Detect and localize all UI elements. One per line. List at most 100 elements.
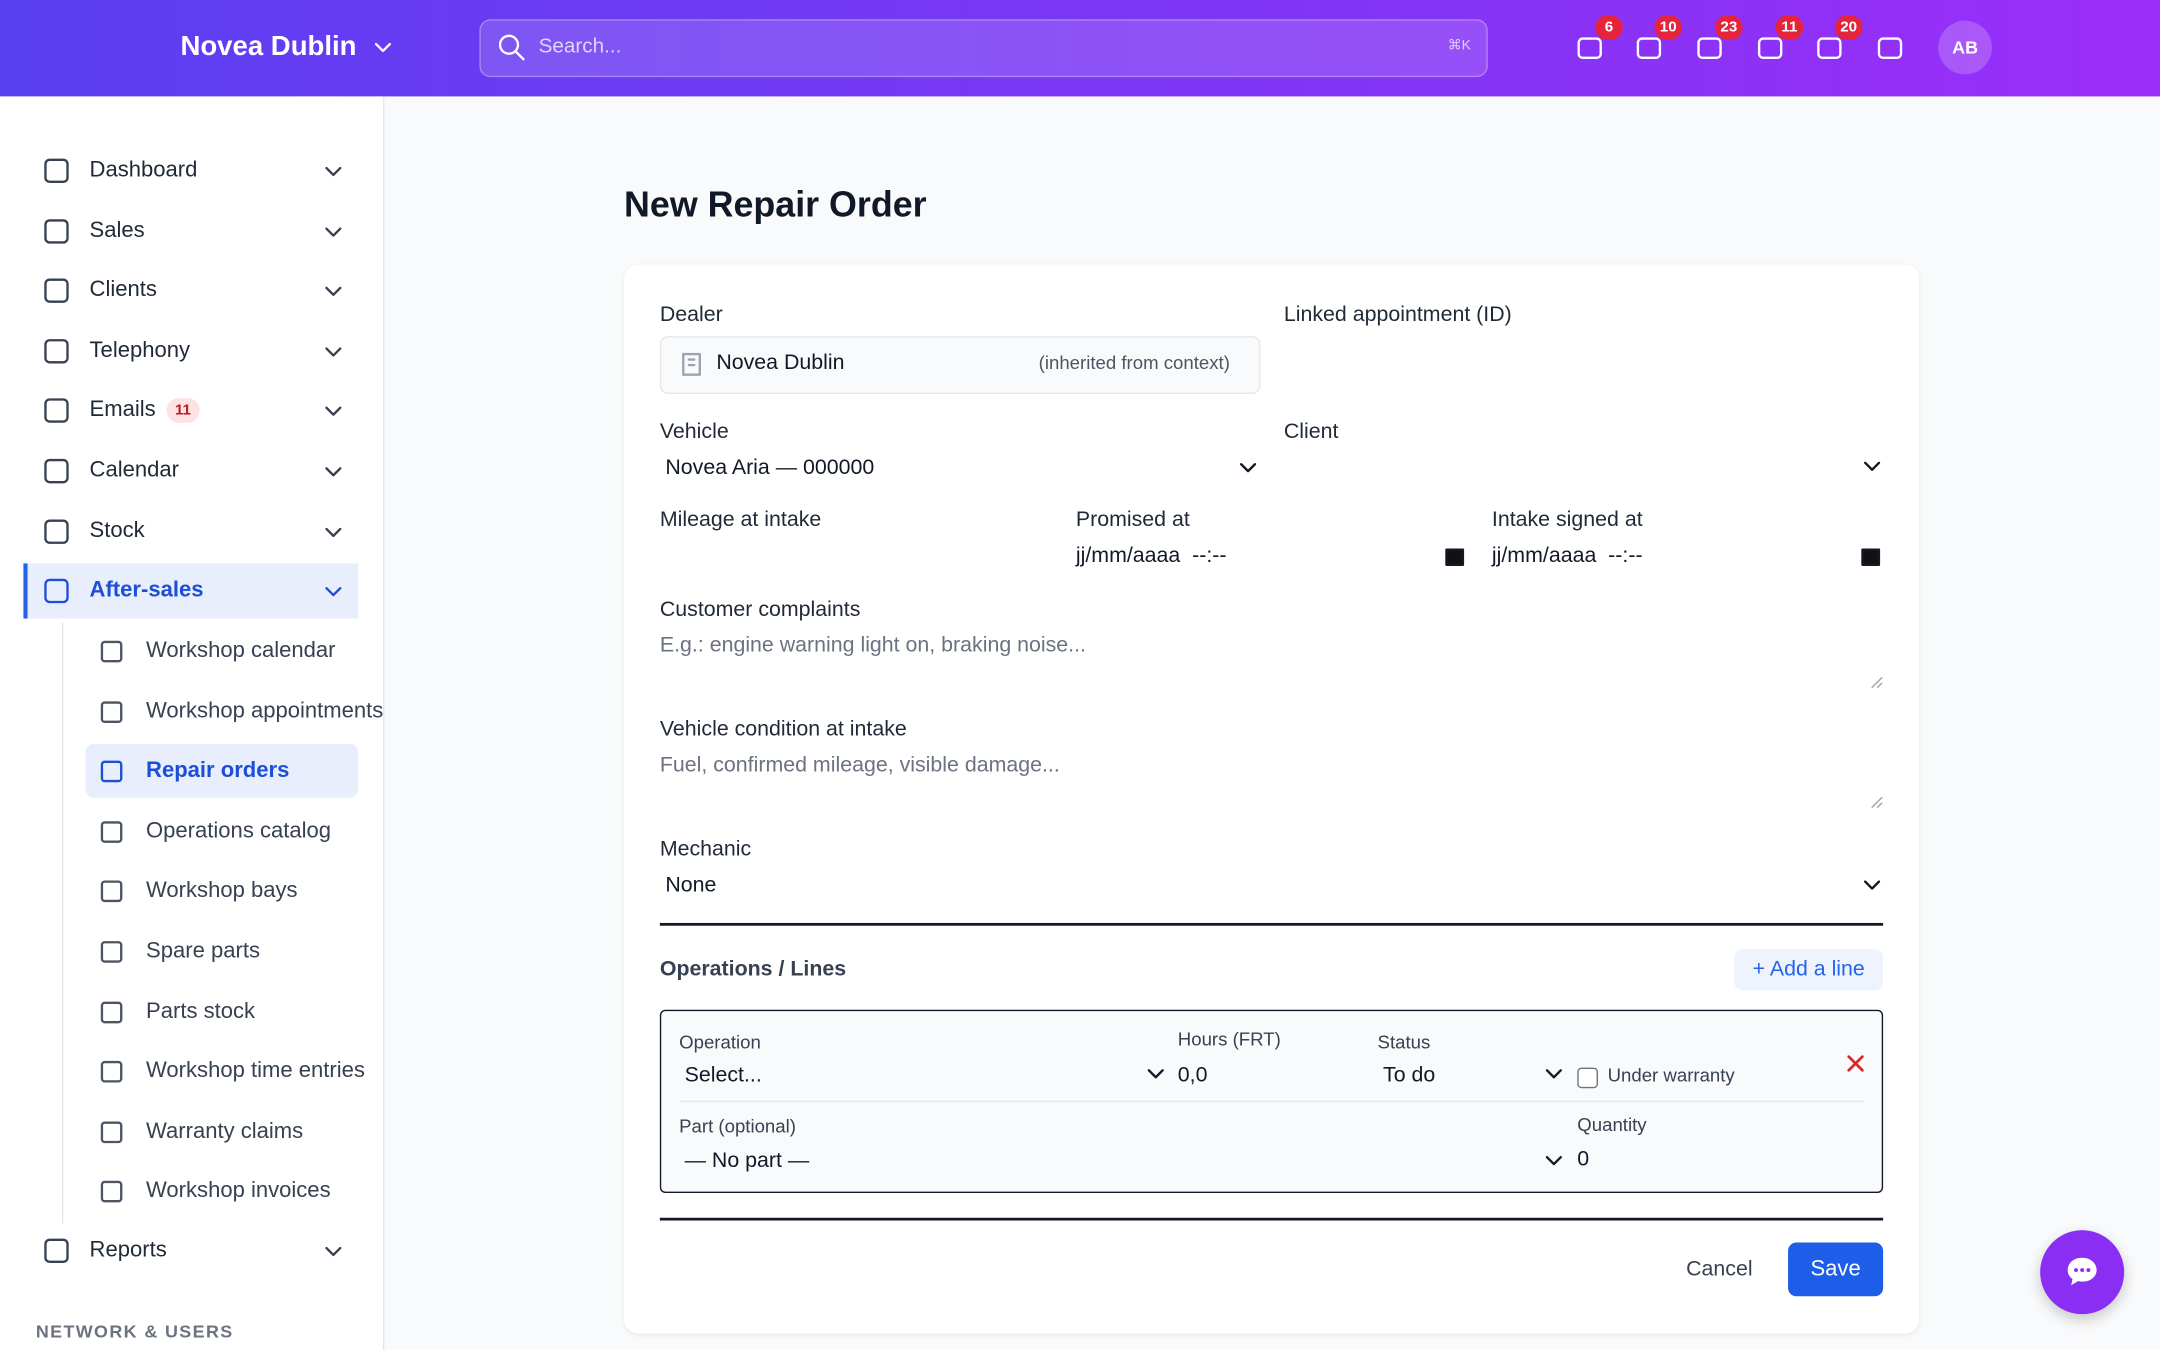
field-label: Promised at — [1075, 508, 1190, 532]
chevron — [325, 286, 342, 297]
nav-sub-item[interactable]: Spare parts — [146, 939, 260, 963]
nav-icon — [100, 1121, 123, 1143]
nav-icon — [44, 1238, 69, 1264]
nav-icon — [44, 458, 69, 484]
complaints-textarea[interactable]: E.g.: engine warning light on, braking n… — [659, 633, 1086, 658]
nav-item[interactable]: Reports — [89, 1238, 167, 1262]
nav-icon — [44, 278, 69, 304]
chevron — [1545, 1155, 1562, 1166]
chevron — [325, 407, 342, 417]
badge: 23 — [1715, 15, 1743, 40]
nav-sub-item[interactable]: Workshop calendar — [146, 639, 336, 663]
resize-handle — [1871, 677, 1883, 689]
badge: 20 — [1834, 15, 1863, 40]
remove-line[interactable] — [1847, 1055, 1864, 1072]
chevron — [325, 467, 342, 477]
nav-sub-item[interactable]: Workshop invoices — [146, 1179, 331, 1204]
nav-item[interactable]: Clients — [89, 278, 157, 302]
field-label: Quantity — [1577, 1114, 1647, 1136]
field-label: Dealer — [659, 303, 723, 327]
nav-item[interactable]: Emails — [89, 398, 156, 423]
field-label: Part (optional) — [679, 1115, 796, 1137]
dealer-switch[interactable]: Novea Dublin — [180, 31, 357, 62]
avatar[interactable]: AB — [1938, 20, 1992, 75]
field-label: Client — [1283, 420, 1339, 444]
field-label: Intake signed at — [1491, 508, 1643, 532]
nav-sub-item[interactable]: Workshop bays — [146, 879, 298, 903]
mechanic-select[interactable]: None — [665, 873, 717, 897]
search-icon — [498, 34, 525, 61]
chevron — [325, 1246, 342, 1257]
page-title: New Repair Order — [624, 183, 927, 225]
status-select[interactable]: To do — [1383, 1063, 1436, 1087]
nav-icon — [100, 1001, 123, 1023]
nav-badge: 11 — [166, 398, 200, 424]
add-line-button[interactable]: + Add a line — [1734, 949, 1884, 991]
chevron — [1864, 880, 1881, 890]
cancel-button[interactable]: Cancel — [1686, 1257, 1753, 1282]
nav-item[interactable]: Sales — [89, 218, 145, 242]
nav-icon — [100, 760, 123, 783]
dealer-value: Novea Dublin — [716, 351, 845, 375]
badge: 11 — [1775, 15, 1804, 40]
nav-sub-item[interactable]: Workshop time entries — [146, 1059, 365, 1084]
operation-select[interactable]: Select... — [684, 1063, 762, 1087]
nav-item[interactable]: Calendar — [89, 458, 179, 483]
active-item — [85, 743, 359, 798]
field-label: Linked appointment (ID) — [1283, 303, 1512, 327]
header-icon — [1757, 37, 1783, 60]
chevron — [1864, 461, 1881, 471]
nav-icon — [44, 218, 69, 244]
nav-item[interactable]: Dashboard — [89, 158, 198, 182]
chevron — [1545, 1069, 1562, 1079]
nav-icon — [100, 700, 123, 723]
chevron — [325, 166, 342, 177]
field-label: Mechanic — [659, 837, 752, 861]
chevron — [325, 527, 342, 537]
resize-handle — [1871, 796, 1883, 808]
header-icon — [1697, 37, 1722, 60]
warranty-checkbox[interactable] — [1577, 1067, 1598, 1089]
header-icon — [1636, 37, 1662, 60]
mileage-input[interactable] — [660, 540, 1046, 576]
nav-sub-item[interactable]: Parts stock — [146, 999, 256, 1023]
part-select[interactable]: — No part — — [684, 1148, 810, 1173]
search-placeholder: Search... — [538, 34, 622, 58]
vehicle-select[interactable]: Novea Aria — 000000 — [665, 455, 875, 480]
divider — [659, 1217, 1884, 1220]
quantity-input[interactable]: 0 — [1577, 1147, 1590, 1171]
section-title: Operations / Lines — [659, 957, 847, 981]
nav-item[interactable]: Telephony — [89, 338, 191, 363]
nav-item[interactable]: Stock — [89, 518, 145, 543]
nav-icon — [100, 1061, 123, 1083]
calendar-icon[interactable] — [1445, 547, 1465, 566]
nav-sub-item[interactable]: Workshop appointments — [146, 699, 384, 723]
chevron — [374, 42, 392, 53]
top-bar — [0, 0, 2160, 97]
hours-input[interactable]: 0,0 — [1177, 1063, 1208, 1087]
nav-sub-item[interactable]: Repair orders — [146, 759, 290, 783]
active-section — [23, 563, 359, 619]
nav-sub-item[interactable]: Operations catalog — [146, 819, 332, 843]
field-label: Vehicle condition at intake — [659, 717, 907, 742]
search-box[interactable] — [479, 19, 1488, 78]
tree-line — [61, 622, 64, 1224]
chevron — [325, 587, 342, 597]
section-heading: NETWORK & USERS — [35, 1321, 234, 1342]
calendar-icon[interactable] — [1861, 547, 1881, 566]
field-label: Vehicle — [659, 420, 729, 444]
client-select[interactable] — [1284, 449, 1885, 488]
sidebar — [0, 96, 385, 1350]
badge: 10 — [1654, 15, 1682, 40]
nav-item[interactable]: After-sales — [89, 578, 204, 603]
chat-icon — [2067, 1257, 2097, 1286]
promised-input[interactable]: jj/mm/aaaa --:-- — [1075, 544, 1227, 568]
nav-icon — [44, 579, 69, 604]
save-button[interactable]: Save — [1788, 1242, 1884, 1297]
condition-textarea[interactable]: Fuel, confirmed mileage, visible damage.… — [659, 753, 1060, 777]
nav-sub-item[interactable]: Warranty claims — [146, 1119, 304, 1144]
intake-input[interactable]: jj/mm/aaaa --:-- — [1491, 544, 1643, 568]
field-label: Mileage at intake — [659, 508, 822, 532]
building-icon — [682, 352, 701, 376]
badge: 6 — [1595, 15, 1623, 40]
